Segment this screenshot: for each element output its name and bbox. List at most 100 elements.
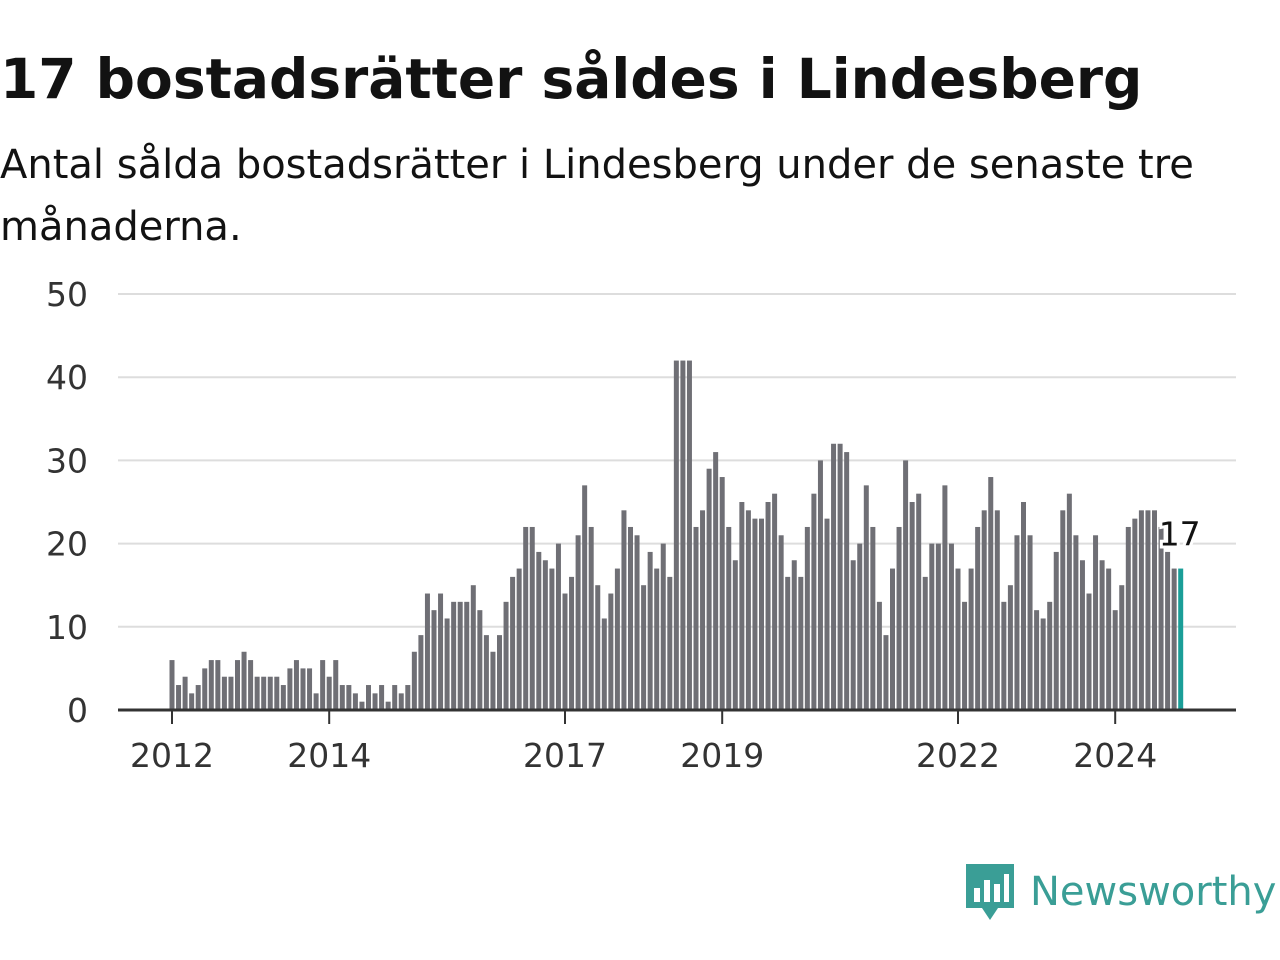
bar: [215, 660, 221, 710]
bar: [752, 518, 758, 710]
data-label-latest: 17: [1159, 515, 1201, 554]
bar: [811, 493, 817, 710]
bar: [693, 526, 699, 710]
bar: [1178, 568, 1184, 710]
bar: [326, 676, 332, 710]
bar: [333, 660, 339, 710]
bar: [817, 460, 823, 710]
bar: [1099, 560, 1105, 710]
bar: [320, 660, 326, 710]
bar: [1165, 551, 1171, 710]
bar: [863, 485, 869, 710]
bar: [444, 618, 450, 710]
bar: [1034, 610, 1040, 710]
bar: [280, 685, 286, 710]
bar: [1093, 535, 1099, 710]
bar: [772, 493, 778, 710]
y-tick-label: 30: [46, 441, 88, 480]
bar: [307, 668, 313, 710]
bar: [1040, 618, 1046, 710]
bar: [385, 701, 391, 710]
y-tick-label: 40: [46, 358, 88, 397]
bar: [189, 693, 195, 710]
bar: [235, 660, 240, 710]
bar: [438, 593, 444, 710]
bar: [1079, 560, 1085, 710]
bar: [968, 568, 974, 710]
bar: [477, 610, 483, 710]
bar: [261, 676, 267, 710]
bar: [398, 693, 404, 710]
bar: [254, 676, 260, 710]
bar: [641, 585, 647, 710]
bar: [555, 543, 561, 710]
newsworthy-logo-icon: [966, 864, 1014, 920]
bar: [523, 526, 529, 710]
bar: [608, 593, 614, 710]
bar: [582, 485, 588, 710]
bar: [208, 660, 214, 710]
bar: [366, 685, 371, 710]
bar: [1152, 510, 1157, 710]
bar: [1007, 585, 1013, 710]
bar-chart: 0 10 20 30 40 50 2012 2014 2017 2019 2022 2024 17: [46, 275, 1236, 775]
bar: [352, 693, 358, 710]
bar: [464, 601, 470, 710]
bar: [313, 693, 319, 710]
bar: [935, 543, 941, 710]
bar: [667, 576, 673, 710]
bar: [451, 601, 457, 710]
bar: [804, 526, 810, 710]
bar: [601, 618, 607, 710]
bar: [536, 551, 542, 710]
x-tick-label: 2019: [680, 736, 764, 775]
bar: [549, 568, 555, 710]
bar: [1125, 526, 1131, 710]
x-tick-label: 2024: [1073, 736, 1157, 775]
bar: [575, 535, 581, 710]
bar: [431, 610, 437, 710]
x-tick-label: 2017: [523, 736, 607, 775]
bar: [883, 635, 889, 710]
bar: [713, 452, 719, 710]
bar: [503, 601, 509, 710]
bar: [673, 360, 679, 710]
bar: [948, 543, 954, 710]
bar: [248, 660, 254, 710]
bar: [975, 526, 981, 710]
bar: [903, 460, 909, 710]
bar: [241, 651, 247, 710]
bar: [300, 668, 306, 710]
newsworthy-brand: Newsworthy: [964, 862, 1276, 922]
bar: [916, 493, 922, 710]
bar: [274, 676, 280, 710]
bar: [942, 485, 948, 710]
bar: [686, 360, 692, 710]
bar: [759, 518, 764, 710]
bar: [831, 443, 837, 710]
bar: [1112, 610, 1118, 710]
bar: [1158, 526, 1164, 710]
bar: [837, 443, 843, 710]
bar: [1138, 510, 1144, 710]
bar: [293, 660, 299, 710]
bar: [379, 685, 385, 710]
bar: [896, 526, 902, 710]
bar: [1060, 510, 1066, 710]
bar: [988, 477, 994, 710]
bar: [726, 526, 732, 710]
bar: [1145, 510, 1151, 710]
brand-name: Newsworthy: [1030, 869, 1277, 915]
bar: [569, 576, 575, 710]
bar: [1027, 535, 1033, 710]
x-tick-label: 2014: [287, 736, 371, 775]
bar: [542, 560, 548, 710]
bar: [765, 502, 771, 710]
bar: [424, 593, 430, 710]
bar: [732, 560, 738, 710]
bar: [680, 360, 686, 710]
bar: [457, 601, 463, 710]
bar: [588, 526, 594, 710]
bar: [595, 585, 601, 710]
bar: [510, 576, 516, 710]
